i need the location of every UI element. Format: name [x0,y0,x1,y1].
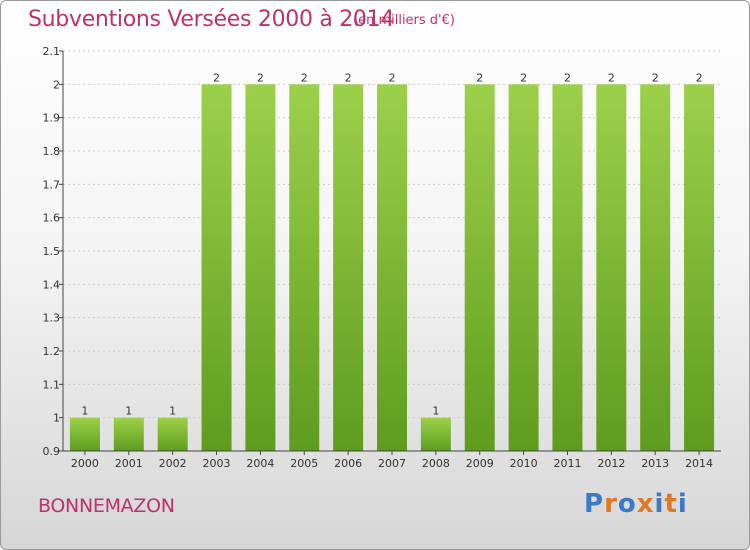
logo-letter: t [664,489,678,519]
logo-letter: i [677,489,688,519]
value-label: 2 [696,71,703,84]
proxiti-logo[interactable]: Proxiti [584,489,688,519]
bar-2012 [596,84,627,451]
bar-2003 [201,84,232,451]
labels: 0.9 1 1.1 1.2 1.3 1.4 1.5 1.6 1.7 1.8 1.9 2 2.1 1 2000… [43,45,714,470]
value-label: 1 [125,405,132,418]
x-tick-label: 2002 [159,457,187,470]
x-tick-label: 2008 [422,457,450,470]
logo-letter: x [636,489,655,519]
bar-2011 [552,84,583,451]
x-tick-label: 2000 [71,457,99,470]
x-tick-label: 2014 [685,457,713,470]
y-tick-label: 1.6 [43,212,61,225]
x-tick-label: 2004 [246,457,274,470]
y-tick-label: 0.9 [43,445,61,458]
x-tick-label: 2001 [115,457,143,470]
bars [69,84,715,451]
value-label: 2 [564,71,571,84]
logo-letter: r [604,489,618,519]
x-tick-label: 2003 [203,457,231,470]
logo-letter: P [584,489,605,519]
logo-letter: o [617,489,637,519]
x-tick-label: 2010 [510,457,538,470]
value-label: 1 [432,405,439,418]
y-tick-label: 1.5 [43,245,61,258]
y-tick-label: 1.4 [43,278,61,291]
y-tick-label: 2 [53,78,60,91]
y-tick-label: 1.3 [43,312,61,325]
y-tick-label: 1.2 [43,345,61,358]
value-label: 2 [345,71,352,84]
x-tick-label: 2006 [334,457,362,470]
value-label: 2 [608,71,615,84]
bar-2004 [245,84,276,451]
value-label: 2 [476,71,483,84]
y-tick-label: 1 [53,412,60,425]
logo-letter: i [654,489,665,519]
commune-name: BONNEMAZON [38,495,175,517]
value-label: 2 [652,71,659,84]
bar-2000 [69,417,100,451]
x-tick-label: 2005 [290,457,318,470]
value-label: 1 [169,405,176,418]
value-label: 2 [389,71,396,84]
bar-2002 [157,417,188,451]
bar-2010 [508,84,539,451]
y-tick-label: 1.7 [43,178,61,191]
axes [59,50,721,455]
value-label: 1 [81,405,88,418]
y-tick-label: 2.1 [43,45,61,58]
x-tick-label: 2009 [466,457,494,470]
bar-2006 [333,84,364,451]
bar-2008 [420,417,451,451]
bar-2005 [289,84,320,451]
x-tick-label: 2011 [553,457,581,470]
y-tick-label: 1.9 [43,112,61,125]
bar-2001 [113,417,144,451]
chart-unit: (en milliers d'€) [353,13,455,28]
bar-2013 [640,84,671,451]
x-tick-label: 2012 [597,457,625,470]
y-tick-label: 1.8 [43,145,61,158]
x-tick-label: 2013 [641,457,669,470]
bar-2007 [377,84,407,451]
value-label: 2 [213,71,220,84]
chart-title: Subventions Versées 2000 à 2014 [28,7,395,32]
value-label: 2 [257,71,264,84]
bar-2014 [684,84,715,451]
value-label: 2 [520,71,527,84]
x-tick-label: 2007 [378,457,406,470]
value-label: 2 [301,71,308,84]
y-tick-label: 1.1 [43,378,61,391]
bar-2009 [464,84,495,451]
